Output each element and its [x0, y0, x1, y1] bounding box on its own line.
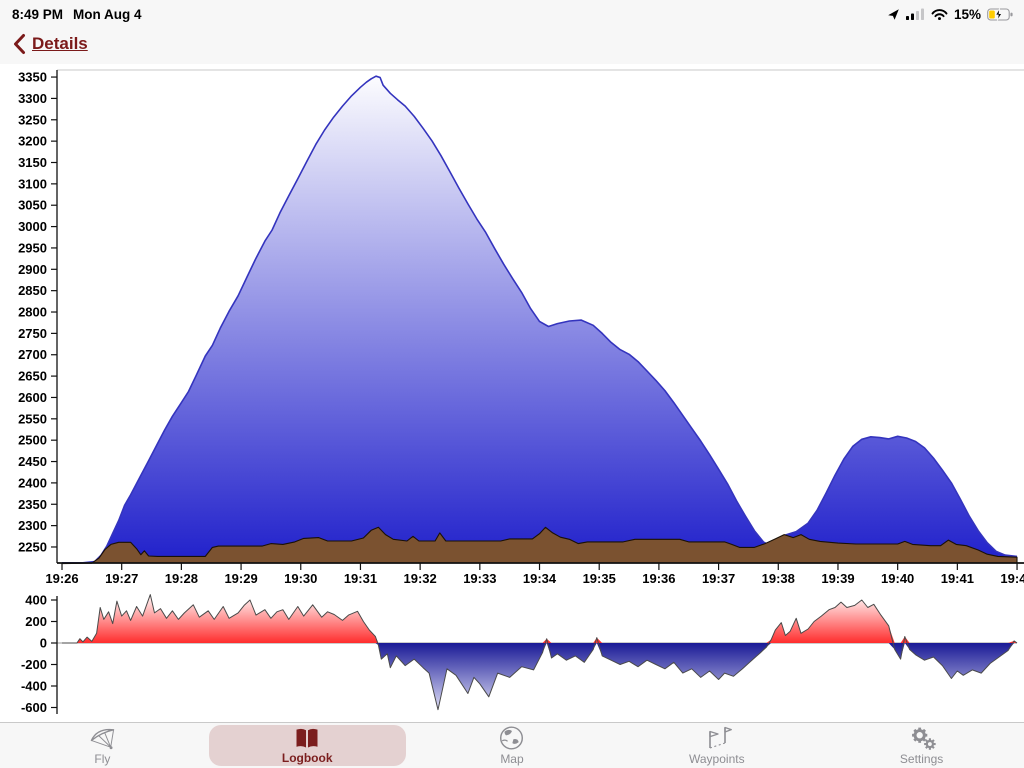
back-label: Details [32, 34, 88, 53]
tab-fly[interactable]: Fly [4, 725, 201, 766]
tab-label: Logbook [281, 750, 333, 765]
header: 8:49 PM Mon Aug 4 15% [0, 0, 1024, 64]
battery-percent: 15% [953, 6, 981, 22]
y-tick-label: 3250 [18, 112, 47, 127]
wifi-icon [931, 9, 948, 20]
nav-bar: Details [0, 26, 1024, 62]
battery-charging-icon [987, 7, 1013, 21]
x-tick-label: 19:26 [45, 571, 78, 586]
clock: 8:49 PM [12, 6, 64, 22]
y-tick-label: 2250 [18, 539, 47, 554]
y-tick-label: -600 [21, 700, 47, 715]
x-tick-label: 19:33 [463, 571, 496, 586]
paraglider-icon [90, 728, 115, 750]
y-tick-label: 2850 [18, 283, 47, 298]
x-tick-label: 19:32 [404, 571, 437, 586]
x-tick-label: 19:27 [105, 571, 138, 586]
x-tick-label: 19:29 [224, 571, 257, 586]
y-tick-label: 2600 [18, 390, 47, 405]
y-tick-label: 2350 [18, 497, 47, 512]
tab-map[interactable]: Map [414, 725, 611, 766]
y-tick-label: 200 [25, 614, 47, 629]
y-tick-label: 2500 [18, 433, 47, 448]
altitude-area [62, 76, 1017, 563]
y-tick-label: 2400 [18, 475, 47, 490]
tab-bar: Fly Logbook Map [0, 722, 1024, 768]
tab-label: Settings [899, 752, 944, 766]
x-tick-label: 19:31 [344, 571, 377, 586]
globe-icon [500, 726, 524, 750]
y-tick-label: 3050 [18, 198, 47, 213]
tab-waypoints[interactable]: Waypoints [618, 725, 815, 766]
y-tick-label: 400 [25, 593, 47, 608]
y-tick-label: 3200 [18, 134, 47, 149]
y-tick-label: 3000 [18, 219, 47, 234]
gears-icon [911, 727, 936, 750]
y-tick-label: 3150 [18, 155, 47, 170]
tab-label: Waypoints [689, 752, 745, 766]
vario-negative-area [62, 643, 1017, 710]
x-tick-label: 19:41 [941, 571, 974, 586]
y-tick-label: 0 [40, 636, 47, 651]
x-tick-label: 19:38 [762, 571, 795, 586]
x-tick-label: 19:39 [821, 571, 854, 586]
date: Mon Aug 4 [73, 6, 142, 22]
vario-positive-area [62, 594, 1017, 643]
y-tick-label: 2750 [18, 326, 47, 341]
y-tick-label: 3300 [18, 91, 47, 106]
y-tick-label: 3100 [18, 176, 47, 191]
x-tick-label: 19:35 [583, 571, 616, 586]
location-arrow-icon [888, 8, 899, 20]
back-button[interactable]: Details [12, 33, 88, 55]
tab-settings[interactable]: Settings [823, 725, 1020, 766]
x-tick-label: 19:30 [284, 571, 317, 586]
y-tick-label: 2450 [18, 454, 47, 469]
y-tick-label: 2700 [18, 347, 47, 362]
waypoint-flags-icon [708, 726, 732, 749]
vario-line [62, 594, 1018, 711]
chevron-left-icon [14, 34, 25, 54]
y-tick-label: 2650 [18, 369, 47, 384]
x-tick-label: 19:28 [165, 571, 198, 586]
y-tick-label: -200 [21, 657, 47, 672]
status-right: 15% [887, 7, 1014, 22]
x-tick-label: 19:36 [642, 571, 675, 586]
terrain-area [61, 526, 1018, 565]
y-tick-label: 3350 [18, 70, 47, 85]
y-tick-label: 2950 [18, 240, 47, 255]
x-tick-label: 19:37 [702, 571, 735, 586]
open-book-icon [296, 728, 318, 747]
x-tick-label: 19:42 [1000, 571, 1024, 586]
vario-chart[interactable]: 400 200 0 -200 -400 -600 [0, 590, 1024, 722]
tab-label: Fly [94, 752, 111, 766]
tab-label: Map [500, 752, 524, 766]
y-tick-label: -400 [21, 679, 47, 694]
y-tick-label: 2550 [18, 411, 47, 426]
altitude-chart[interactable]: 2250 2300 2350 2400 2450 2500 2550 2600 2650 2700… [0, 64, 1024, 590]
altitude-line [62, 75, 1018, 564]
status-left: 8:49 PM Mon Aug 4 [12, 7, 142, 22]
y-tick-label: 2900 [18, 262, 47, 277]
cellular-signal-icon [905, 8, 924, 20]
x-tick-label: 19:40 [881, 571, 914, 586]
y-tick-label: 2300 [18, 518, 47, 533]
tab-logbook[interactable]: Logbook [208, 725, 406, 766]
y-tick-label: 2800 [18, 305, 47, 320]
status-bar: 8:49 PM Mon Aug 4 15% [0, 0, 1024, 26]
x-tick-label: 19:34 [523, 571, 557, 586]
